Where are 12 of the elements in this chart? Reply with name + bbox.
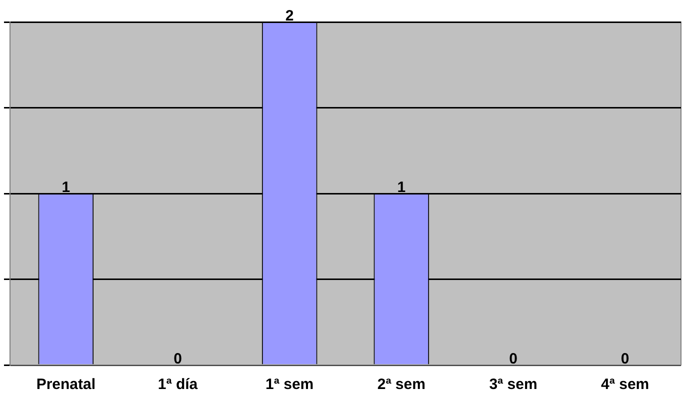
data-label: 2 bbox=[285, 8, 294, 25]
x-tick-label: 4ª sem bbox=[601, 376, 650, 394]
data-label: 0 bbox=[174, 350, 182, 368]
data-label: 1 bbox=[397, 179, 406, 196]
x-tick-label: 1ª día bbox=[158, 376, 198, 394]
data-label: 0 bbox=[509, 350, 518, 368]
x-tick-label: 1ª sem bbox=[266, 376, 314, 394]
x-tick-label: Prenatal bbox=[36, 376, 96, 394]
x-tick-label: 2ª sem bbox=[377, 376, 426, 394]
data-label: 1 bbox=[62, 179, 70, 196]
data-label: 0 bbox=[620, 350, 630, 368]
x-tick-label: 3ª sem bbox=[489, 376, 538, 394]
